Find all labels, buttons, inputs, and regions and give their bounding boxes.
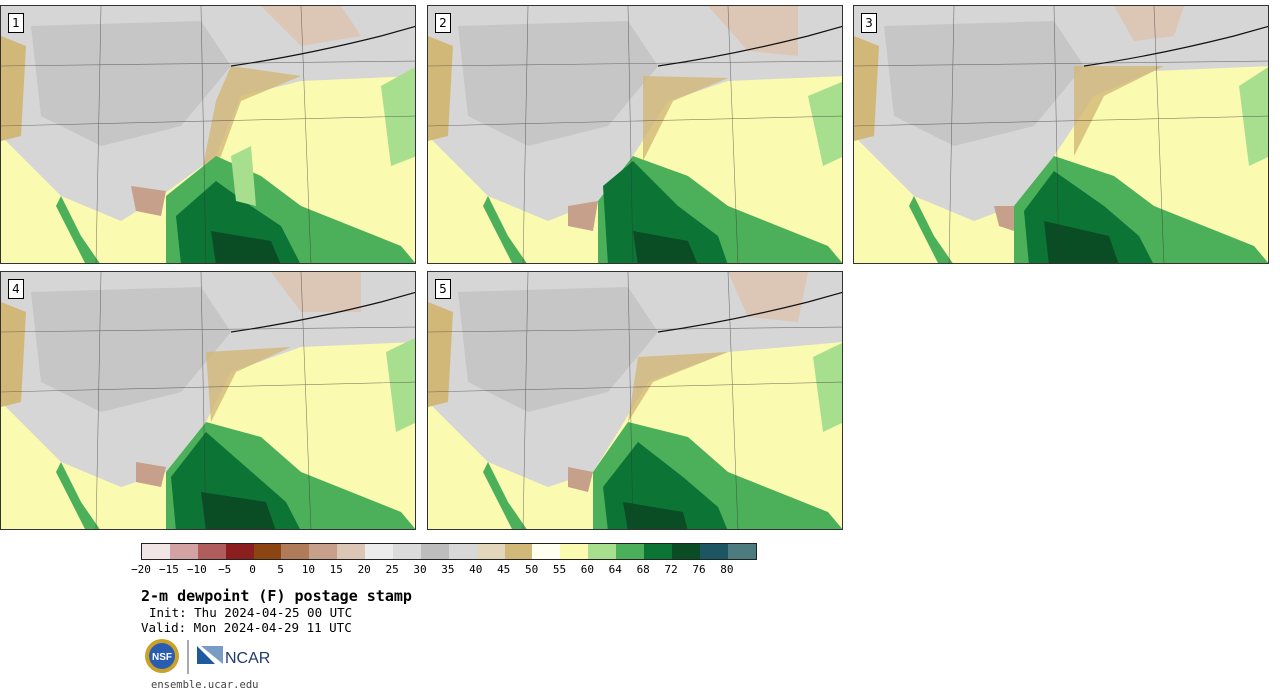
colorbar-tick-label: 40 — [469, 563, 483, 576]
colorbar-tick-label: −20 — [131, 563, 151, 576]
colorbar-tick-label: −15 — [158, 563, 179, 576]
map-panel-4: 4 — [0, 271, 416, 530]
colorbar-swatch — [699, 544, 728, 559]
colorbar-swatch — [616, 544, 645, 559]
colorbar-tick-label: 68 — [636, 563, 650, 576]
colorbar-tick-label: 60 — [580, 563, 595, 576]
footer-url: ensemble.ucar.edu — [151, 679, 259, 691]
colorbar-swatch — [337, 544, 366, 559]
colorbar-swatch — [727, 544, 756, 559]
colorbar-tick-label: 0 — [249, 563, 256, 576]
colorbar-tick-label: 10 — [301, 563, 316, 576]
panel-number-label: 4 — [8, 279, 24, 299]
map-image — [1, 272, 415, 529]
map-image — [428, 6, 842, 263]
colorbar-tick-label: 64 — [608, 563, 622, 576]
colorbar-tick-label: 20 — [357, 563, 371, 576]
map-panel-3: 3 — [853, 5, 1269, 264]
nsf-logo: NSF — [145, 639, 179, 673]
logos: NSF NCAR — [145, 638, 275, 676]
colorbar-swatch — [420, 544, 449, 559]
plot-title: 2-m dewpoint (F) postage stamp — [141, 587, 412, 605]
colorbar — [141, 543, 757, 560]
colorbar-tick-label: 15 — [329, 563, 343, 576]
colorbar-swatch — [309, 544, 338, 559]
colorbar-swatch — [644, 544, 672, 559]
colorbar-swatch — [504, 544, 533, 559]
colorbar-swatch — [560, 544, 589, 559]
colorbar-swatch — [671, 544, 700, 559]
colorbar-tick-labels: −20 −15 −10 −5 0 5 10 15 20 25 30 35 40 45 50 55 60 64 68 7… — [127, 563, 787, 577]
panel-number-label: 2 — [435, 13, 451, 33]
map-panel-5: 5 — [427, 271, 843, 530]
colorbar-swatch — [281, 544, 310, 559]
panel-number-label: 5 — [435, 279, 451, 299]
colorbar-tick-label: 72 — [664, 563, 678, 576]
colorbar-tick-label: 25 — [385, 563, 399, 576]
colorbar-tick-label: 80 — [720, 563, 734, 576]
colorbar-swatch — [532, 544, 561, 559]
colorbar-swatch — [588, 544, 617, 559]
ncar-logo-text: NCAR — [225, 650, 270, 667]
colorbar-tick-label: −5 — [218, 563, 232, 576]
valid-time: Valid: Mon 2024-04-29 11 UTC — [141, 620, 352, 635]
colorbar-swatch — [197, 544, 226, 559]
colorbar-swatch — [393, 544, 421, 559]
colorbar-tick-label: 55 — [552, 563, 567, 576]
init-time: Init: Thu 2024-04-25 00 UTC — [149, 605, 353, 620]
map-panel-2: 2 — [427, 5, 843, 264]
colorbar-tick-label: 5 — [277, 563, 284, 576]
colorbar-swatch — [476, 544, 505, 559]
colorbar-tick-label: 76 — [692, 563, 706, 576]
logo-image: NSF NCAR — [145, 639, 270, 674]
colorbar-swatch — [365, 544, 394, 559]
colorbar-swatch — [169, 544, 198, 559]
colorbar-swatch — [448, 544, 477, 559]
map-image — [854, 6, 1268, 263]
map-image — [428, 272, 842, 529]
ncar-logo: NCAR — [197, 646, 270, 667]
nsf-logo-text: NSF — [152, 652, 172, 663]
panel-number-label: 3 — [861, 13, 877, 33]
colorbar-tick-label: 35 — [441, 563, 455, 576]
colorbar-tick-label: 50 — [524, 563, 539, 576]
colorbar-swatch — [225, 544, 254, 559]
colorbar-tick-label: 45 — [497, 563, 511, 576]
map-image — [1, 6, 415, 263]
colorbar-swatch — [142, 544, 170, 559]
map-panel-1: 1 — [0, 5, 416, 264]
colorbar-tick-label: 30 — [413, 563, 427, 576]
colorbar-swatch — [253, 544, 282, 559]
panel-number-label: 1 — [8, 13, 24, 33]
colorbar-tick-label: −10 — [186, 563, 207, 576]
